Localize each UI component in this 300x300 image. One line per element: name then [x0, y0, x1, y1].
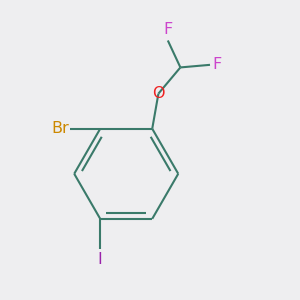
Text: Br: Br [51, 121, 69, 136]
Text: I: I [98, 252, 103, 267]
Text: F: F [163, 22, 172, 37]
Text: F: F [212, 57, 222, 72]
Text: O: O [152, 86, 165, 101]
